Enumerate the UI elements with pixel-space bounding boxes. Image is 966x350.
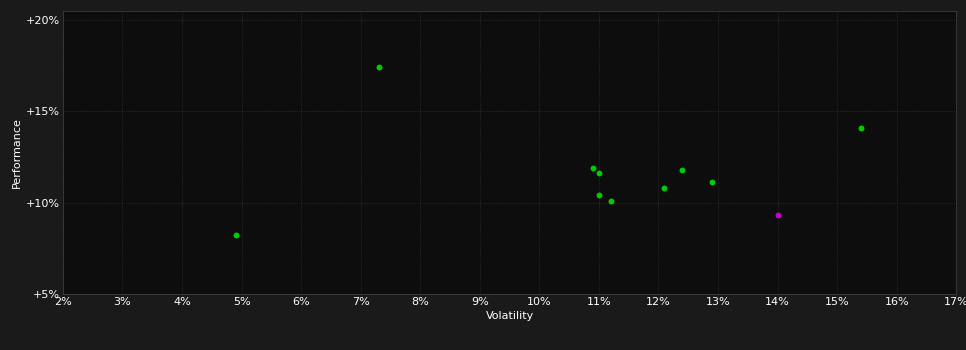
Y-axis label: Performance: Performance bbox=[12, 117, 21, 188]
X-axis label: Volatility: Volatility bbox=[486, 311, 533, 321]
Point bbox=[657, 185, 672, 191]
Point bbox=[704, 180, 720, 185]
Point bbox=[591, 170, 607, 176]
Point bbox=[591, 193, 607, 198]
Point bbox=[674, 167, 690, 173]
Point bbox=[228, 233, 243, 238]
Point bbox=[371, 64, 386, 70]
Point bbox=[853, 125, 868, 130]
Point bbox=[585, 165, 601, 170]
Point bbox=[603, 198, 618, 203]
Point bbox=[770, 212, 785, 218]
